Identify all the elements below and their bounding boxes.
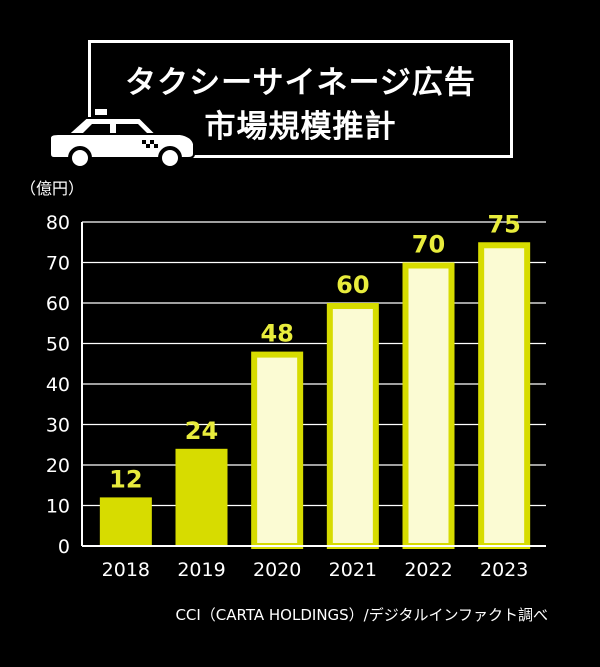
data-label-2021: 60 (336, 271, 369, 299)
y-tick-label: 20 (46, 455, 70, 477)
x-tick-label-2023: 2023 (480, 559, 528, 581)
x-tick-label-2019: 2019 (177, 559, 225, 581)
bar-2021 (326, 303, 379, 549)
bar-2018 (99, 497, 152, 546)
x-tick-label-2022: 2022 (404, 559, 452, 581)
x-tick-label-2018: 2018 (102, 559, 150, 581)
bars-layer (99, 242, 531, 549)
y-tick-label: 10 (46, 496, 70, 518)
bar-2023 (478, 242, 531, 549)
source-note: CCI（CARTA HOLDINGS）/デジタルインファクト調べ (175, 606, 548, 624)
bar-2020 (251, 351, 304, 549)
x-tick-label-2020: 2020 (253, 559, 301, 581)
y-tick-label: 0 (58, 536, 70, 558)
data-label-2018: 12 (109, 465, 142, 493)
labels-layer: 0 10 20 30 40 50 60 70 80 12 2018 24 2019 48 2020 60 202… (46, 210, 529, 581)
grid-layer (82, 221, 546, 507)
bar-2022 (402, 262, 455, 549)
data-label-2020: 48 (260, 320, 293, 348)
y-axis-unit-label: （億円） (20, 179, 84, 198)
y-tick-label: 30 (46, 415, 70, 437)
x-tick-label-2021: 2021 (329, 559, 377, 581)
y-tick-label: 40 (46, 374, 70, 396)
title-box: タクシーサイネージ広告 市場規模推計 (88, 40, 513, 158)
taxi-icon (49, 107, 195, 170)
y-tick-label: 50 (46, 334, 70, 356)
y-tick-label: 70 (46, 253, 70, 275)
y-tick-label: 80 (46, 212, 70, 234)
data-label-2023: 75 (487, 210, 520, 238)
y-tick-label: 60 (46, 293, 70, 315)
chart-title-line-2: 市場規模推計 (204, 109, 397, 145)
chart-title-line-1: タクシーサイネージ広告 (125, 65, 476, 101)
data-label-2019: 24 (185, 417, 218, 445)
bar-2019 (175, 448, 228, 546)
data-label-2022: 70 (412, 231, 445, 259)
